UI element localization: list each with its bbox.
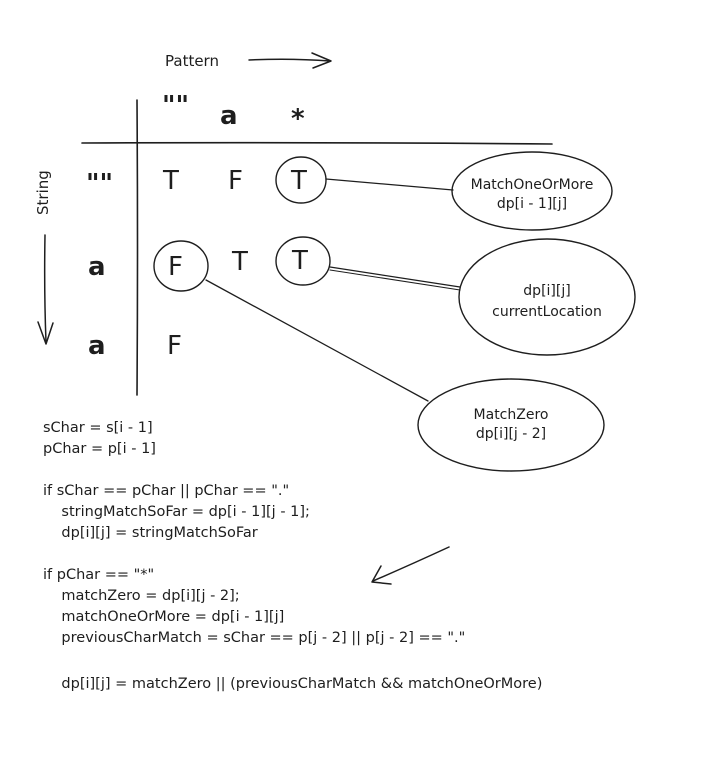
table-cell-r0-c0: T — [162, 166, 179, 196]
code-line-3: if sChar == pChar || pChar == "." — [43, 483, 289, 499]
pattern-arrow-icon — [248, 52, 332, 69]
connector-current-location-2 — [329, 269, 461, 291]
connector-match-one-or-more — [325, 178, 454, 191]
code-line-5: dp[i][j] = stringMatchSoFar — [43, 525, 258, 541]
code-line-1: pChar = p[i - 1] — [43, 441, 156, 457]
callout-match-zero-expr: dp[i][j - 2] — [476, 426, 546, 442]
table-cell-r1-c2: T — [291, 246, 308, 276]
column-header-a: a — [220, 101, 238, 131]
pattern-label: Pattern — [165, 52, 219, 70]
table-cell-r1-c1: T — [231, 247, 248, 277]
callout-match-one-or-more-bubble — [451, 151, 613, 231]
callout-match-one-or-more-expr: dp[i - 1][j] — [497, 196, 567, 212]
callout-current-location-bubble — [458, 238, 636, 356]
code-line-9: matchOneOrMore = dp[i - 1][j] — [43, 609, 284, 625]
callout-current-location-title: dp[i][j] — [523, 283, 570, 299]
callout-match-one-or-more-title: MatchOneOrMore — [471, 177, 594, 193]
table-cell-r0-c2: T — [290, 166, 307, 196]
highlight-circle-r1-c2 — [275, 236, 331, 286]
column-header-star: * — [291, 104, 305, 134]
table-cell-r1-c0: F — [168, 252, 183, 282]
code-pointer-arrow-icon — [371, 546, 450, 585]
table-horizontal-divider — [81, 141, 553, 145]
table-vertical-divider — [136, 99, 139, 396]
string-label: String — [34, 170, 52, 215]
code-block: sChar = s[i - 1] pChar = p[i - 1] if sCh… — [43, 420, 542, 692]
row-label-a-1: a — [88, 252, 106, 282]
row-label-empty: "" — [86, 169, 113, 199]
row-label-a-2: a — [88, 331, 106, 361]
callout-current-location-expr: currentLocation — [492, 304, 602, 320]
code-line-12: dp[i][j] = matchZero || (previousCharMat… — [43, 676, 542, 692]
connector-current-location — [329, 266, 461, 288]
highlight-circle-r1-c0 — [153, 240, 209, 292]
connector-match-zero — [205, 279, 429, 402]
table-cell-r2-c0: F — [167, 331, 182, 361]
code-line-7: if pChar == "*" — [43, 567, 154, 583]
string-arrow-icon — [37, 234, 54, 345]
column-header-empty: "" — [162, 91, 189, 121]
code-line-4: stringMatchSoFar = dp[i - 1][j - 1]; — [43, 504, 310, 520]
table-cell-r0-c1: F — [228, 166, 243, 196]
code-line-0: sChar = s[i - 1] — [43, 420, 153, 436]
highlight-circle-r0-c2 — [275, 156, 327, 204]
code-line-8: matchZero = dp[i][j - 2]; — [43, 588, 240, 604]
callout-match-zero-bubble — [417, 378, 605, 472]
callout-match-zero-title: MatchZero — [474, 407, 549, 423]
code-line-10: previousCharMatch = sChar == p[j - 2] ||… — [43, 630, 465, 646]
